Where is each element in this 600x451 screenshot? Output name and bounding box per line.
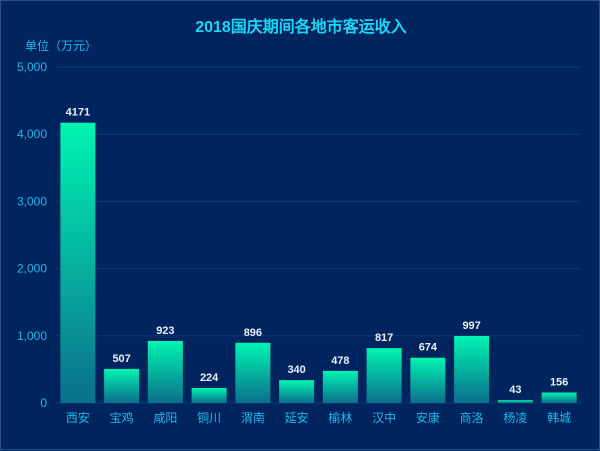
bar xyxy=(235,342,271,403)
bar xyxy=(191,387,227,403)
y-tick-label: 1,000 xyxy=(17,329,47,343)
x-tick-label: 商洛 xyxy=(460,410,484,425)
data-label: 43 xyxy=(509,384,521,396)
x-tick-label: 延安 xyxy=(285,410,309,425)
data-label: 224 xyxy=(200,372,219,384)
data-label: 997 xyxy=(462,320,480,332)
bar xyxy=(454,336,490,403)
y-tick-label: 0 xyxy=(40,396,47,410)
bar xyxy=(541,392,577,403)
chart-title: 2018国庆期间各地市客运收入 xyxy=(195,17,407,36)
y-tick-label: 2,000 xyxy=(17,262,47,276)
x-tick-label: 渭南 xyxy=(241,410,265,425)
data-label: 478 xyxy=(331,355,349,367)
x-tick-label: 韩城 xyxy=(547,410,571,425)
bar xyxy=(322,370,358,403)
x-tick-label: 宝鸡 xyxy=(110,410,134,425)
x-tick-label: 铜川 xyxy=(197,410,221,425)
y-tick-label: 5,000 xyxy=(17,60,47,74)
y-tick-label: 3,000 xyxy=(17,194,47,208)
y-axis-label: 单位（万元） xyxy=(25,38,97,53)
data-label: 507 xyxy=(112,353,130,365)
bar xyxy=(60,122,96,403)
data-label: 817 xyxy=(375,332,393,344)
data-label: 340 xyxy=(287,364,305,376)
data-label: 4171 xyxy=(66,107,90,119)
x-tick-label: 榆林 xyxy=(328,410,352,425)
bar xyxy=(497,400,533,403)
data-label: 156 xyxy=(550,377,568,389)
y-tick-label: 4,000 xyxy=(17,127,47,141)
data-label: 674 xyxy=(419,342,438,354)
x-tick-label: 安康 xyxy=(416,410,440,425)
bar xyxy=(147,340,183,403)
x-tick-label: 杨凌 xyxy=(503,410,527,425)
bar xyxy=(279,380,315,403)
data-label: 896 xyxy=(244,327,262,339)
x-tick-label: 咸阳 xyxy=(153,411,177,425)
bar xyxy=(104,368,140,403)
bar xyxy=(410,357,446,403)
data-label: 923 xyxy=(156,325,174,337)
bar xyxy=(366,348,402,403)
x-tick-label: 汉中 xyxy=(372,410,396,425)
x-tick-label: 西安 xyxy=(66,410,90,425)
